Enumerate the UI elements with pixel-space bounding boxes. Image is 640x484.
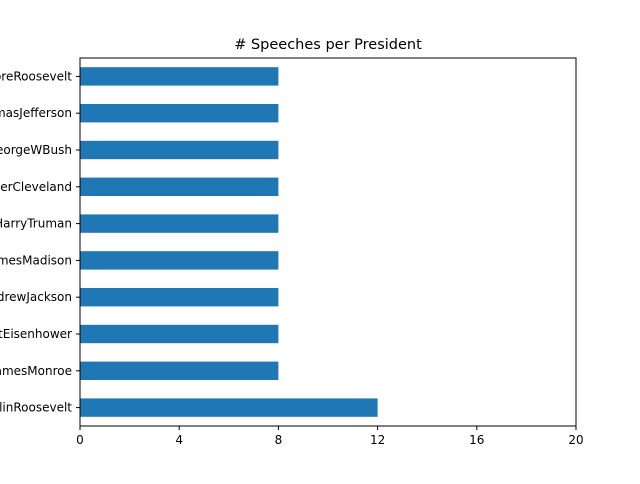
chart-title: # Speeches per President [234,37,422,53]
x-tick-label: 0 [76,433,84,447]
bar [80,214,278,232]
bar [80,251,278,269]
y-axis: TheodoreRoosevelt ThomasJefferson GeorgeWB… [0,69,80,414]
y-tick-label: GeorgeWBush [0,143,72,157]
x-tick-label: 12 [370,433,385,447]
x-tick-label: 8 [275,433,283,447]
bar [80,141,278,159]
y-tick-label: AndrewJackson [0,290,72,304]
x-tick-label: 16 [469,433,484,447]
x-tick-label: 4 [175,433,183,447]
y-tick-label: JamesMadison [0,253,72,267]
y-tick-label: DwightEisenhower [0,327,72,341]
bar [80,67,278,85]
y-tick-label: ThomasJefferson [0,106,72,120]
bar [80,104,278,122]
bars-layer [80,67,378,417]
x-axis: 0 4 8 12 16 20 [76,426,583,447]
y-tick-label: FranklinRoosevelt [0,401,72,415]
x-tick-label: 20 [568,433,583,447]
bar [80,325,278,343]
bar [80,178,278,196]
y-tick-label: GroverCleveland [0,180,72,194]
y-tick-label: HarryTruman [0,217,72,231]
bar [80,288,278,306]
bar [80,398,378,416]
y-tick-label: TheodoreRoosevelt [0,69,72,83]
y-tick-label: JamesMonroe [0,364,72,378]
bar [80,362,278,380]
